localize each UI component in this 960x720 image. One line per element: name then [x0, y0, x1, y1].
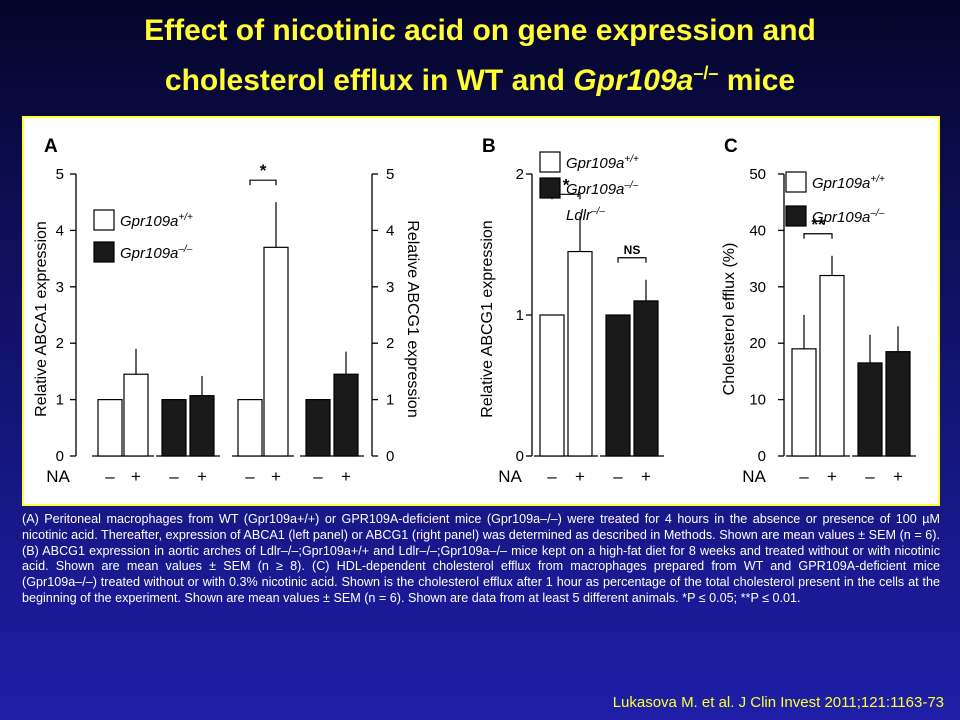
chart-4-legend-swatch	[785, 205, 807, 227]
chart-1-x-label: +	[131, 467, 141, 486]
chart-1-bar	[123, 373, 149, 457]
chart-1-x-label: –	[105, 467, 115, 486]
chart-1-legend-label: Gpr109a+/+	[120, 212, 193, 230]
chart-3-x-label: –	[613, 467, 623, 486]
chart-3-y-tick-label: 0	[516, 448, 524, 465]
chart-3-bar	[605, 314, 631, 457]
chart-4-significance-bracket	[803, 233, 833, 239]
chart-1-y-tick-label: 4	[56, 222, 64, 239]
chart-3-x-label: –	[547, 467, 557, 486]
title-line-2: cholesterol efflux in WT and Gpr109a–/– …	[0, 52, 960, 102]
chart-1-y-tick-label: 5	[56, 166, 64, 183]
chart-3-y-tick-label: 1	[516, 307, 524, 324]
chart-4-y-tick-label: 20	[749, 335, 766, 352]
figure-caption: (A) Peritoneal macrophages from WT (Gpr1…	[22, 512, 940, 605]
chart-3-significance-label: *	[563, 175, 570, 194]
chart-4-significance-label: **	[811, 215, 825, 234]
chart-4-bar	[885, 351, 911, 457]
chart-1-y-tick-label: 0	[56, 448, 64, 465]
chart-4-legend-swatch	[785, 171, 807, 193]
chart-3-y-label: Relative ABCG1 expression	[479, 220, 496, 417]
chart-3-y-tick-label: 2	[516, 166, 524, 183]
chart-3-legend-label: Ldlr–/–	[566, 206, 605, 224]
chart-3-legend-swatch	[539, 177, 561, 199]
chart-2-x-label: –	[245, 467, 255, 486]
chart-2-bar	[237, 399, 263, 457]
chart-4-legend-label: Gpr109a–/–	[812, 208, 885, 226]
chart-2-y-tick-label: 3	[386, 279, 394, 296]
chart-1-y-label: Relative ABCA1 expression	[33, 221, 50, 417]
chart-2-y-tick-label: 2	[386, 335, 394, 352]
chart-2-significance-bracket	[249, 179, 277, 186]
chart-2-bar	[305, 399, 331, 457]
chart-4-y-tick-label: 30	[749, 279, 766, 296]
figure-panel: A B C 0 1 2 3 4 5 Relative ABCA1 expression – + – + NA…	[22, 116, 940, 506]
panel-letter-b: B	[482, 136, 496, 157]
chart-2-x-label: +	[271, 467, 281, 486]
chart-2-significance-label: *	[260, 161, 267, 180]
chart-2-x-label: –	[313, 467, 323, 486]
chart-1-legend-label: Gpr109a–/–	[120, 244, 193, 262]
chart-2-y-tick-label: 1	[386, 392, 394, 409]
chart-1-bar	[97, 399, 123, 457]
chart-2-y-tick-label: 0	[386, 448, 394, 465]
chart-4-y-tick-label: 40	[749, 222, 766, 239]
title-line-2-prefix: cholesterol efflux in WT and	[164, 64, 574, 97]
title-line-1: Effect of nicotinic acid on gene express…	[144, 14, 816, 47]
citation: Lukasova M. et al. J Clin Invest 2011;12…	[612, 694, 944, 711]
chart-3-bar	[567, 250, 593, 457]
chart-4-bar	[857, 362, 883, 457]
chart-2-bar	[333, 373, 359, 457]
chart-4-legend-label: Gpr109a+/+	[812, 174, 885, 192]
chart-2-bar	[263, 246, 289, 457]
title-line-2-suffix: mice	[718, 64, 796, 97]
chart-2-y-label: Relative ABCG1 expression	[404, 220, 421, 417]
chart-3-legend-swatch	[539, 151, 561, 173]
panel-letter-c: C	[724, 136, 738, 157]
title-gene: Gpr109a	[573, 64, 694, 97]
chart-3-bar	[539, 314, 565, 457]
chart-4-x-prefix: NA	[742, 467, 766, 486]
chart-4-y-tick-label: 10	[749, 392, 766, 409]
chart-1-x-label: –	[169, 467, 179, 486]
chart-1-legend-swatch	[93, 209, 115, 231]
chart-4-y-tick-label: 0	[758, 448, 766, 465]
chart-4-x-label: –	[799, 467, 809, 486]
chart-4-x-label: –	[865, 467, 875, 486]
chart-1-legend-swatch	[93, 241, 115, 263]
chart-1-bar	[161, 399, 187, 457]
chart-3-bar	[633, 300, 659, 457]
slide-title: Effect of nicotinic acid on gene express…	[0, 10, 960, 102]
chart-3-significance-label: NS	[624, 243, 641, 257]
chart-2-y-tick-label: 4	[386, 222, 394, 239]
chart-4-bar	[791, 348, 817, 457]
chart-2-x-label: +	[341, 467, 351, 486]
chart-4-y-tick-label: 50	[749, 166, 766, 183]
chart-1-y-tick-label: 2	[56, 335, 64, 352]
chart-4-x-label: +	[827, 467, 837, 486]
chart-3-x-label: +	[641, 467, 651, 486]
chart-4-x-label: +	[893, 467, 903, 486]
chart-2-y-tick-label: 5	[386, 166, 394, 183]
chart-4-y-label: Cholesterol efflux (%)	[721, 243, 738, 396]
chart-3-x-prefix: NA	[498, 467, 522, 486]
chart-1-y-tick-label: 1	[56, 392, 64, 409]
chart-3-x-label: +	[575, 467, 585, 486]
chart-1-y-tick-label: 3	[56, 279, 64, 296]
chart-1-x-label: +	[197, 467, 207, 486]
chart-3-significance-bracket	[617, 257, 647, 263]
chart-1-x-prefix: NA	[46, 467, 70, 486]
chart-4-bar	[819, 274, 845, 457]
title-gene-sup: –/–	[693, 63, 719, 83]
chart-1-bar	[189, 395, 215, 457]
chart-3-legend-label: Gpr109a–/–	[566, 180, 639, 198]
panel-letter-a: A	[44, 136, 58, 157]
chart-3-legend-label: Gpr109a+/+	[566, 154, 639, 172]
